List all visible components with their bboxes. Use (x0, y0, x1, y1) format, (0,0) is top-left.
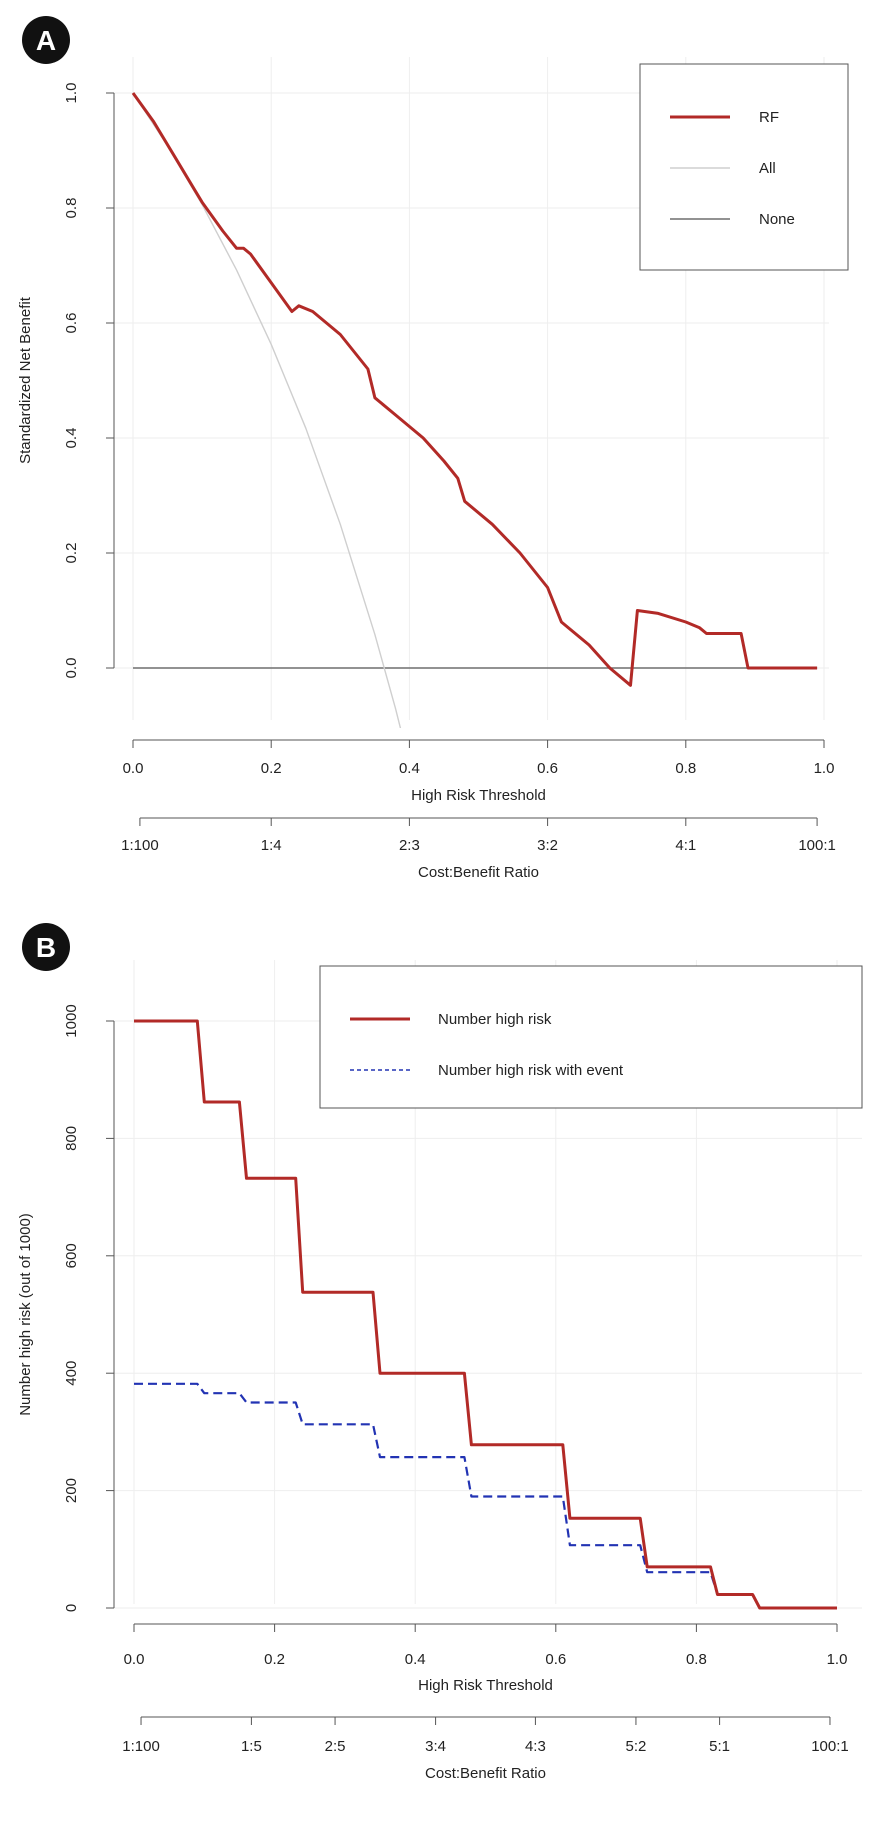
y-tick-label: 1000 (63, 1004, 80, 1037)
x-tick-label: 1.0 (814, 760, 835, 777)
y-axis: 0.0 0.2 0.4 0.6 0.8 1.0 Standardized Net Benef… (17, 83, 115, 679)
series-line-number-high-risk-with-event (134, 1382, 837, 1610)
x-tick-label: 0.4 (405, 1651, 426, 1668)
y-axis: 0 200 400 600 800 1000 Number high risk (out o… (17, 1004, 115, 1612)
legend-entry: All (759, 160, 776, 177)
legend: Number high risk Number high risk with ev… (319, 965, 863, 1109)
cost-benefit-tick-label: 2:3 (399, 837, 420, 854)
y-tick-label: 0.2 (63, 543, 80, 564)
x-axis: 0.0 0.2 0.4 0.6 0.8 1.0 High Risk Threshold (123, 739, 835, 804)
x-tick-label: 0.4 (399, 760, 420, 777)
series-line-rf (131, 92, 818, 687)
y-tick-label: 0.4 (63, 428, 80, 449)
cost-benefit-axis-title: Cost:Benefit Ratio (418, 864, 539, 881)
x-tick-label: 0.2 (264, 1651, 285, 1668)
x-tick-label: 0.6 (537, 760, 558, 777)
cost-benefit-tick-label: 1:5 (241, 1738, 262, 1755)
x-axis-title: High Risk Threshold (411, 787, 546, 804)
x-tick-label: 0.0 (124, 1651, 145, 1668)
y-axis-title: Number high risk (out of 1000) (17, 1213, 34, 1416)
x-axis: 0.0 0.2 0.4 0.6 0.8 1.0 High Risk Threshold (124, 1623, 848, 1694)
y-axis-title: Standardized Net Benefit (17, 296, 34, 464)
series-group (131, 92, 818, 728)
cost-benefit-tick-label: 1:100 (122, 1738, 160, 1755)
legend-entry: Number high risk (438, 1011, 552, 1028)
panel-b: B 0.0 0.2 0.4 0.6 0.8 1.0 High Risk Threshold 0 2… (17, 923, 863, 1782)
cost-benefit-tick-label: 5:1 (709, 1738, 730, 1755)
cost-benefit-tick-label: 4:1 (675, 837, 696, 854)
cost-benefit-tick-label: 100:1 (811, 1738, 849, 1755)
cost-benefit-tick-label: 3:2 (537, 837, 558, 854)
y-tick-label: 1.0 (63, 83, 80, 104)
cost-benefit-tick-label: 1:100 (121, 837, 159, 854)
x-tick-label: 0.8 (686, 1651, 707, 1668)
cost-benefit-axis-title: Cost:Benefit Ratio (425, 1765, 546, 1782)
legend-entry: RF (759, 109, 779, 126)
x-tick-label: 0.0 (123, 760, 144, 777)
cost-benefit-tick-label: 2:5 (325, 1738, 346, 1755)
panel-badge-label: B (36, 932, 56, 963)
y-tick-label: 0 (63, 1604, 80, 1612)
y-tick-label: 0.8 (63, 198, 80, 219)
legend-box (639, 63, 849, 271)
series-group (134, 1019, 837, 1610)
y-tick-label: 200 (63, 1478, 80, 1503)
y-tick-label: 0.6 (63, 313, 80, 334)
cost-benefit-axis: 1:100 1:5 2:5 3:4 4:3 5:2 5:1 100:1 Cost:Benefit… (122, 1716, 849, 1782)
panel-badge (22, 923, 70, 971)
panel-badge (22, 16, 70, 64)
legend-box (319, 965, 863, 1109)
cost-benefit-axis: 1:100 1:4 2:3 3:2 4:1 100:1 Cost:Benefit Ratio (121, 817, 836, 881)
cost-benefit-tick-label: 4:3 (525, 1738, 546, 1755)
series-line-number-high-risk (134, 1019, 837, 1610)
legend-entry: Number high risk with event (438, 1062, 624, 1079)
x-tick-label: 1.0 (827, 1651, 848, 1668)
x-tick-label: 0.6 (545, 1651, 566, 1668)
cost-benefit-tick-label: 1:4 (261, 837, 282, 854)
cost-benefit-tick-label: 100:1 (798, 837, 836, 854)
y-tick-label: 400 (63, 1361, 80, 1386)
y-tick-label: 800 (63, 1126, 80, 1151)
panel-badge-label: A (36, 25, 56, 56)
y-tick-label: 600 (63, 1243, 80, 1268)
y-tick-label: 0.0 (63, 658, 80, 679)
x-axis-title: High Risk Threshold (418, 1677, 553, 1694)
x-tick-label: 0.8 (675, 760, 696, 777)
cost-benefit-tick-label: 3:4 (425, 1738, 446, 1755)
legend: RF All None (639, 63, 849, 271)
cost-benefit-tick-label: 5:2 (626, 1738, 647, 1755)
legend-entry: None (759, 211, 795, 228)
x-tick-label: 0.2 (261, 760, 282, 777)
